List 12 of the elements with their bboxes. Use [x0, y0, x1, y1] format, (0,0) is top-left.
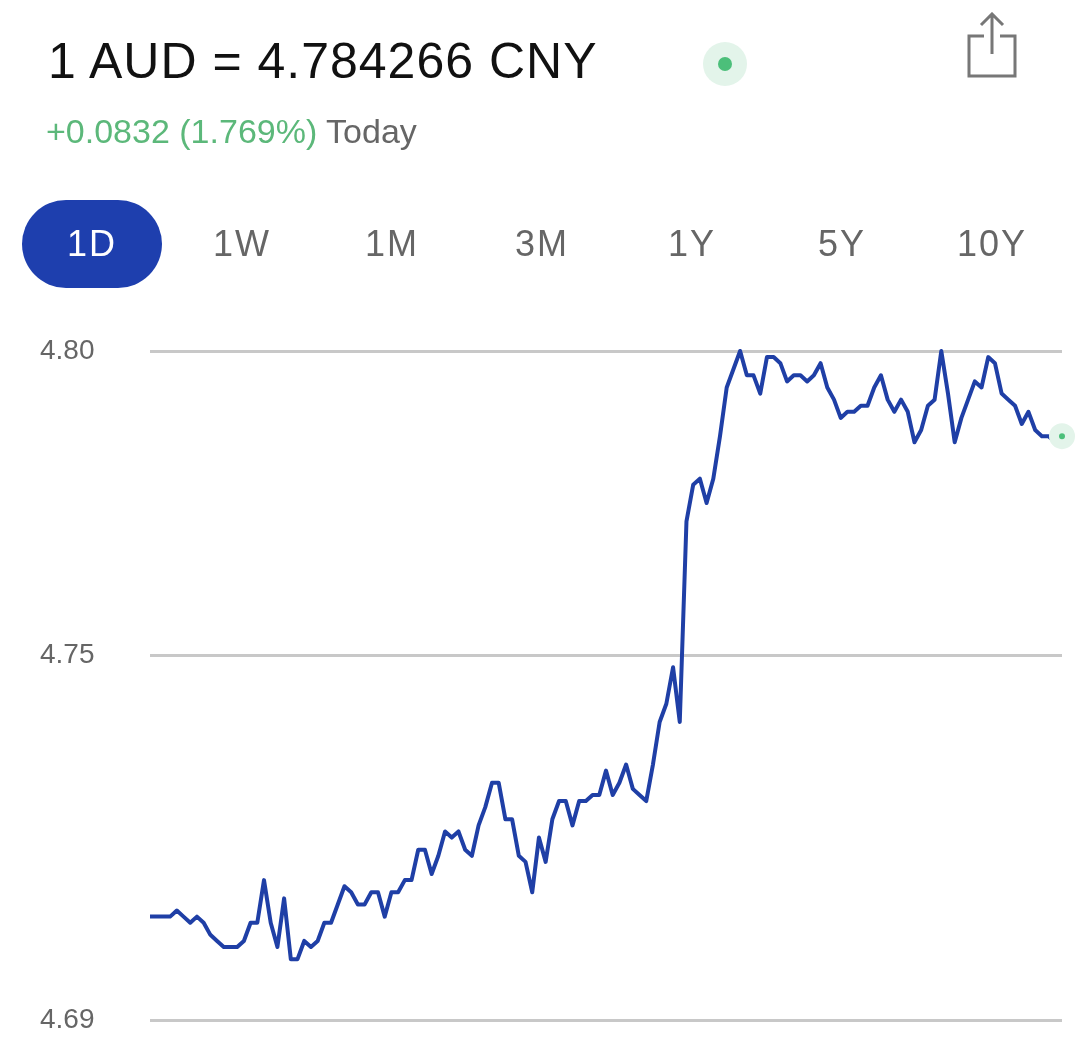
- text: 3M: [514, 222, 570, 266]
- text: 5Y: [816, 222, 867, 266]
- text: 1W: [212, 222, 272, 266]
- text: 1M: [364, 222, 420, 266]
- chart-subtitle: +0.0832 (1.769%) Today: [46, 112, 417, 150]
- y-tick-label: 4.75: [40, 637, 95, 669]
- text: 10Y: [955, 222, 1029, 266]
- text: 1D: [22, 200, 162, 288]
- y-tick-label: 4.69: [40, 1002, 95, 1034]
- y-tick-label: 4.80: [40, 333, 95, 365]
- text: 1Y: [666, 222, 717, 266]
- chart-title: 1 AUD = 4.784266 CNY: [48, 33, 598, 89]
